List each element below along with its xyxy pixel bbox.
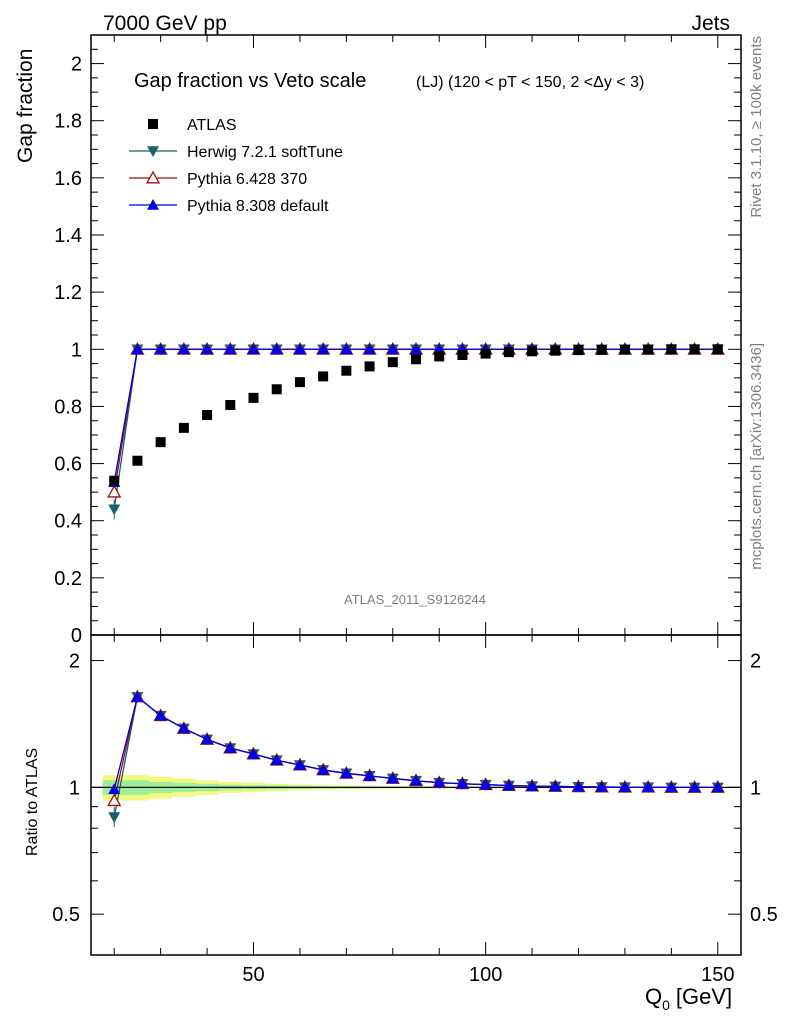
main-y-tick-label: 0.4 (54, 511, 82, 533)
data-point-atlas (504, 347, 514, 357)
data-point-atlas (295, 377, 305, 387)
x-axis-label-unit: [GeV] (676, 984, 732, 1009)
data-point-atlas (666, 344, 676, 354)
data-point-atlas (341, 366, 351, 376)
main-series-line (114, 349, 718, 492)
main-y-tick-label: 0.8 (54, 396, 82, 418)
data-point-atlas (481, 349, 491, 359)
ratio-y-tick-label-right: 2 (750, 651, 761, 673)
main-y-tick-label: 1.6 (54, 168, 82, 190)
data-point-atlas (690, 344, 700, 354)
x-tick-label: 100 (469, 964, 502, 986)
legend-label: Pythia 8.308 default (187, 198, 329, 215)
header-left: 7000 GeV pp (103, 12, 227, 35)
main-y-tick-label: 1.4 (54, 225, 82, 247)
data-point-atlas (713, 344, 723, 354)
legend-label: Herwig 7.2.1 softTune (187, 144, 343, 161)
main-y-tick-label: 0.2 (54, 568, 82, 590)
data-point-atlas (249, 393, 259, 403)
x-tick-label: 150 (701, 964, 734, 986)
main-data-layer (108, 343, 724, 519)
plot-canvas: 7000 GeV pp Jets 0 0.2 0.4 0.6 0.8 1 1.2 1.4 1.6… (0, 0, 786, 1024)
x-tick-label: 50 (242, 964, 264, 986)
main-y-tick-label: 1.8 (54, 111, 82, 133)
ratio-series-line (114, 697, 718, 817)
ratio-y-tick-label-right: 1 (750, 777, 761, 799)
ratio-y-axis-label: Ratio to ATLAS (24, 748, 41, 856)
data-point-atlas (179, 423, 189, 433)
x-axis-label-subscript: 0 (662, 997, 670, 1013)
data-point-atlas (156, 437, 166, 447)
data-point-atlas (574, 345, 584, 355)
main-y-axis-label: Gap fraction (14, 49, 37, 163)
data-point-atlas (225, 400, 235, 410)
header-right: Jets (691, 12, 730, 35)
ratio-y-tick-label: 0.5 (52, 904, 80, 926)
data-point-atlas (597, 345, 607, 355)
mcplots-label: mcplots.cern.ch [arXiv:1306.3436] (748, 343, 765, 570)
main-y-tick-label: 1.2 (54, 282, 82, 304)
legend-label: ATLAS (187, 117, 237, 134)
mc-point (108, 486, 120, 497)
data-point-atlas (643, 345, 653, 355)
x-axis-label: Q0 [GeV] (645, 984, 732, 1013)
data-point-atlas (457, 350, 467, 360)
main-y-tick-label: 1 (71, 339, 82, 361)
ratio-y-tick-label: 1 (69, 777, 80, 799)
data-point-atlas (202, 410, 212, 420)
data-point-atlas (527, 346, 537, 356)
ratio-y-tick-label: 2 (69, 651, 80, 673)
x-axis-label-main: Q (645, 984, 662, 1009)
data-point-atlas (132, 456, 142, 466)
chart-subtitle: (LJ) (120 < pT < 150, 2 <Δy < 3) (416, 74, 644, 91)
data-point-atlas (434, 351, 444, 361)
data-point-atlas (620, 345, 630, 355)
chart-title: Gap fraction vs Veto scale (134, 70, 366, 92)
data-point-atlas (388, 357, 398, 367)
data-point-atlas (272, 384, 282, 394)
data-point-atlas (411, 354, 421, 364)
main-y-tick-label: 0 (71, 625, 82, 647)
analysis-label: ATLAS_2011_S9126244 (344, 592, 486, 607)
ratio-data-layer (108, 691, 724, 827)
data-point-atlas (318, 371, 328, 381)
data-point-atlas (365, 361, 375, 371)
data-point-atlas (109, 476, 119, 486)
ratio-y-tick-label-right: 0.5 (750, 904, 778, 926)
main-y-tick-label: 2 (71, 54, 82, 76)
main-y-tick-label: 0.6 (54, 454, 82, 476)
legend-label: Pythia 6.428 370 (187, 171, 307, 188)
rivet-version-label: Rivet 3.1.10, ≥ 100k events (748, 36, 765, 218)
main-series-line (114, 349, 718, 509)
legend-marker (148, 119, 158, 129)
data-point-atlas (550, 346, 560, 356)
legend: ATLAS Herwig 7.2.1 softTune Pythia 6.428 3… (129, 117, 343, 215)
ratio-axis-ticks: 50 100 150 0.5 0.5 1 1 2 2 (52, 635, 778, 986)
